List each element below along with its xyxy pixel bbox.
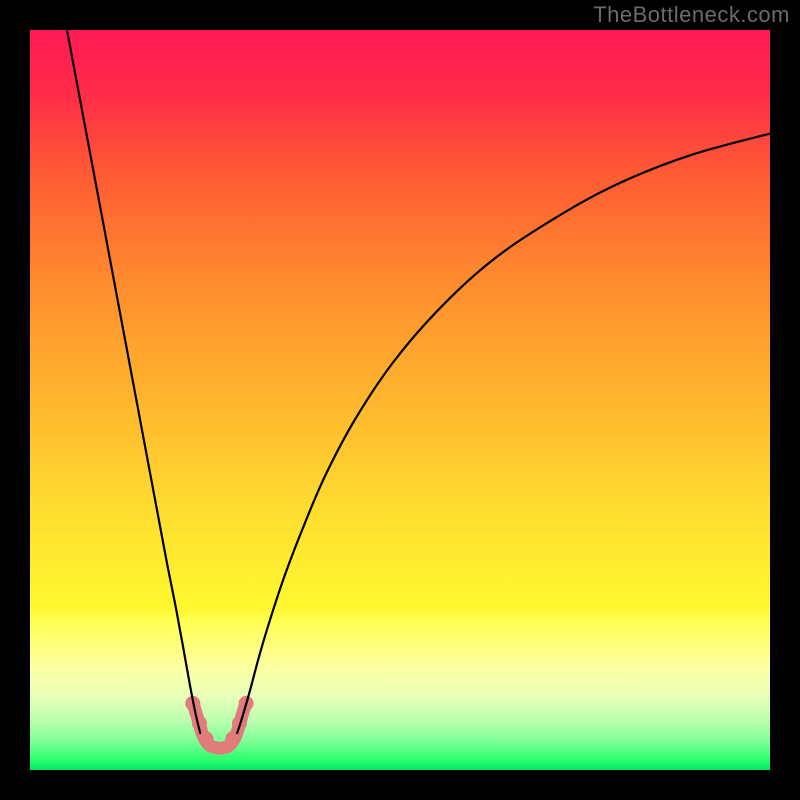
bottleneck-curve-chart bbox=[30, 30, 770, 770]
gradient-background bbox=[30, 30, 770, 770]
chart-root: TheBottleneck.com bbox=[0, 0, 800, 800]
watermark-text: TheBottleneck.com bbox=[593, 2, 790, 28]
plot-area bbox=[30, 30, 770, 770]
